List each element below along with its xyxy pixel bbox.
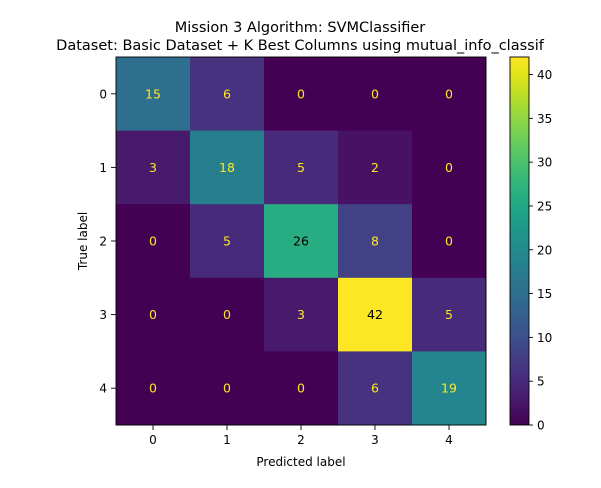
colorbar-tick-label: 40 [537,68,552,82]
cell-value-label: 42 [367,307,383,322]
colorbar-frame [509,56,530,426]
matrix-cell [116,57,191,132]
x-axis-ticks: 0 1 2 3 4 [149,425,453,447]
cell-value-label: 18 [219,160,235,175]
matrix-cell [190,204,265,279]
colorbar-tick-label: 15 [537,287,552,301]
matrix-cell [338,204,413,279]
y-tick-label: 0 [99,87,107,101]
matrix-cell [264,204,339,279]
y-tick-label: 2 [99,235,107,249]
colorbar-tick-label: 35 [537,112,552,126]
cell-value-label: 19 [441,381,457,396]
x-tick-label: 3 [371,433,379,447]
cell-value-label: 26 [293,234,309,249]
y-tick-label: 4 [99,382,107,396]
cell-value-label: 0 [445,234,453,249]
matrix-cell [116,130,191,205]
x-axis-label: Predicted label [256,455,345,469]
y-tick-label: 3 [99,308,107,322]
cell-value-label: 5 [223,234,231,249]
cell-value-label: 3 [149,160,157,175]
y-axis-ticks: 0 1 2 3 4 [99,87,116,396]
cell-value-label: 0 [223,307,231,322]
matrix-cell [264,351,339,426]
matrix-cell [190,351,265,426]
cell-value-label: 3 [297,307,305,322]
matrix-cell [412,277,487,352]
cell-value-label: 2 [371,160,379,175]
matrix-cell [190,130,265,205]
chart-title: Mission 3 Algorithm: SVMClassifier [175,20,426,36]
cell-value-label: 5 [297,160,305,175]
cell-value-label: 6 [223,86,231,101]
cell-value-label: 8 [371,234,379,249]
y-axis-label: True label [76,212,90,271]
colorbar-tick-label: 0 [537,419,545,433]
colorbar-tick-label: 5 [537,375,545,389]
matrix-cell [412,351,487,426]
cell-value-label: 0 [445,86,453,101]
cell-value-label: 0 [297,86,305,101]
cell-value-label: 0 [149,234,157,249]
cell-value-label: 15 [145,86,161,101]
matrix-cell [264,130,339,205]
matrix-cell [116,277,191,352]
x-tick-label: 1 [223,433,231,447]
matrix-cell [412,57,487,132]
cell-value-label: 0 [149,307,157,322]
cell-value-label: 0 [149,381,157,396]
cell-value-label: 0 [371,86,379,101]
cell-value-label: 0 [445,160,453,175]
matrix-cell [412,130,487,205]
cell-value-label: 6 [371,381,379,396]
chart-subtitle: Dataset: Basic Dataset + K Best Columns … [56,38,545,54]
colorbar-ticks: 0 5 10 15 20 25 30 35 40 [529,68,552,433]
matrix-cell [338,57,413,132]
colorbar-tick-label: 20 [537,243,552,257]
matrix-cell [116,351,191,426]
matrix-cell [190,277,265,352]
colorbar [510,57,529,425]
y-tick-label: 1 [99,161,107,175]
matrix-cell [264,277,339,352]
matrix-cell-labels: 15 6 0 0 0 3 18 5 2 0 0 5 26 8 0 0 0 3 42 5 0 0 0 6 19 [145,86,457,395]
colorbar-tick-label: 30 [537,156,552,170]
x-tick-label: 2 [297,433,305,447]
matrix-cell [338,277,413,352]
cell-value-label: 5 [445,307,453,322]
matrix-cell [116,204,191,279]
matrix-cell [338,130,413,205]
matrix-cell [412,204,487,279]
matrix-cell [338,351,413,426]
matrix-cell [190,57,265,132]
colorbar-tick-label: 10 [537,331,552,345]
x-tick-label: 0 [149,433,157,447]
cell-value-label: 0 [297,381,305,396]
matrix-cells [116,57,487,426]
cell-value-label: 0 [223,381,231,396]
x-tick-label: 4 [445,433,453,447]
colorbar-tick-label: 25 [537,199,552,213]
matrix-cell [264,57,339,132]
